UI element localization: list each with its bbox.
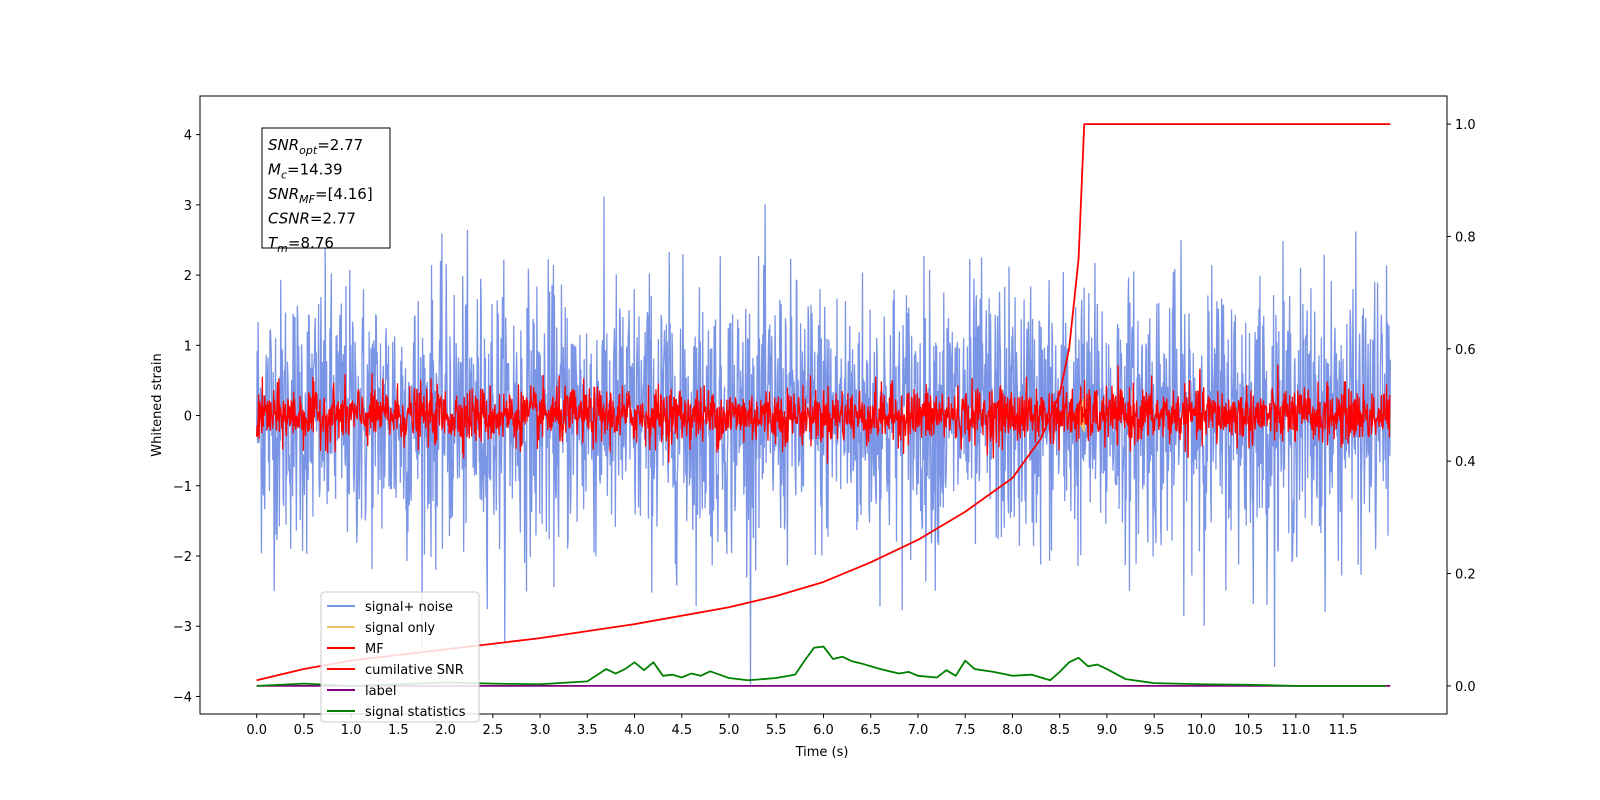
legend: signal+ noise signal only MF cumilative SNR… bbox=[320, 591, 480, 723]
x-tick-label: 11.5 bbox=[1329, 723, 1358, 738]
x-tick-label: 5.0 bbox=[719, 723, 740, 738]
info-symbol: SNR bbox=[268, 185, 299, 203]
x-tick-label: 6.5 bbox=[860, 723, 881, 738]
y-tick-label: −2 bbox=[173, 550, 192, 565]
info-symbol: CSNR bbox=[268, 210, 310, 228]
y-tick-label: −1 bbox=[173, 480, 192, 495]
legend-label: cumilative SNR bbox=[365, 663, 464, 678]
info-value: =2.77 bbox=[310, 210, 356, 228]
legend-frame bbox=[320, 591, 480, 723]
y-tick-label: 2 bbox=[184, 269, 192, 284]
x-tick-label: 7.5 bbox=[955, 723, 976, 738]
info-line: Tm=8.76 bbox=[268, 234, 334, 255]
info-value: =14.39 bbox=[287, 161, 343, 179]
y-tick-label: 3 bbox=[184, 199, 192, 214]
y2-tick-label: 1.0 bbox=[1455, 118, 1476, 133]
y2-tick-label: 0.4 bbox=[1455, 455, 1476, 470]
x-tick-label: 10.0 bbox=[1187, 723, 1216, 738]
legend-label: signal+ noise bbox=[365, 600, 453, 615]
info-box: SNRopt=2.77Mc=14.39SNRMF=[4.16]CSNR=2.77… bbox=[261, 127, 391, 255]
legend-label: MF bbox=[365, 642, 384, 657]
info-box-frame bbox=[261, 127, 391, 249]
info-subscript: opt bbox=[299, 144, 318, 157]
info-value: =[4.16] bbox=[315, 185, 373, 203]
info-subscript: c bbox=[281, 169, 287, 182]
y-axis-right: 1.0 0.8 0.6 0.4 0.2 0.0 bbox=[1447, 118, 1476, 695]
x-tick-label: 11.0 bbox=[1281, 723, 1310, 738]
info-value: =8.76 bbox=[288, 234, 334, 252]
legend-label: label bbox=[365, 684, 396, 699]
y2-tick-label: 0.6 bbox=[1455, 343, 1476, 358]
x-tick-label: 2.5 bbox=[483, 723, 504, 738]
info-line: SNRMF=[4.16] bbox=[268, 185, 373, 206]
x-tick-label: 1.5 bbox=[388, 723, 409, 738]
info-symbol: SNR bbox=[268, 136, 299, 154]
y-axis-left: 4 3 2 1 0 −1 −2 −3 −4 bbox=[173, 129, 200, 705]
y-tick-label: 0 bbox=[184, 410, 192, 425]
y-tick-label: −4 bbox=[173, 690, 192, 705]
info-line: Mc=14.39 bbox=[268, 161, 343, 182]
x-tick-label: 6.0 bbox=[813, 723, 834, 738]
x-tick-label: 9.5 bbox=[1144, 723, 1165, 738]
info-lines: SNRopt=2.77Mc=14.39SNRMF=[4.16]CSNR=2.77… bbox=[268, 136, 373, 255]
x-tick-label: 8.5 bbox=[1049, 723, 1070, 738]
info-line: SNRopt=2.77 bbox=[268, 136, 363, 157]
series-line-signal-statistics bbox=[256, 645, 1386, 687]
x-tick-label: 4.0 bbox=[624, 723, 645, 738]
x-tick-label: 2.0 bbox=[435, 723, 456, 738]
y-axis-label: Whitened strain bbox=[150, 353, 165, 456]
x-tick-label: 3.5 bbox=[577, 723, 598, 738]
x-tick-label: 9.0 bbox=[1097, 723, 1118, 738]
y2-tick-label: 0.0 bbox=[1455, 680, 1476, 695]
y2-tick-label: 0.8 bbox=[1455, 230, 1476, 245]
x-axis-label: Time (s) bbox=[795, 745, 849, 760]
legend-items: signal+ noise signal only MF cumilative SNR… bbox=[327, 600, 466, 720]
info-symbol: T bbox=[268, 234, 279, 252]
legend-label: signal statistics bbox=[365, 705, 466, 720]
info-line: CSNR=2.77 bbox=[268, 210, 356, 228]
series-line-mf bbox=[256, 364, 1391, 464]
x-tick-label: 0.5 bbox=[294, 723, 315, 738]
info-subscript: MF bbox=[299, 193, 315, 206]
legend-label: signal only bbox=[365, 621, 435, 636]
info-value: =2.77 bbox=[317, 136, 363, 154]
y-tick-label: 4 bbox=[184, 129, 192, 144]
x-tick-label: 0.0 bbox=[246, 723, 267, 738]
y2-tick-label: 0.2 bbox=[1455, 568, 1476, 583]
info-subscript: m bbox=[277, 242, 288, 255]
info-symbol: M bbox=[268, 161, 281, 179]
x-tick-label: 7.0 bbox=[908, 723, 929, 738]
x-tick-label: 5.5 bbox=[766, 723, 787, 738]
x-axis: 0.0 0.5 1.0 1.5 2.0 2.5 3.0 3.5 4.0 4.5 5.0 5.5 6.0 6… bbox=[246, 714, 1358, 738]
y-tick-label: −3 bbox=[173, 620, 192, 635]
x-tick-label: 10.5 bbox=[1234, 723, 1263, 738]
x-tick-label: 3.0 bbox=[530, 723, 551, 738]
x-tick-label: 1.0 bbox=[341, 723, 362, 738]
x-tick-label: 8.0 bbox=[1002, 723, 1023, 738]
x-tick-label: 4.5 bbox=[671, 723, 692, 738]
y-tick-label: 1 bbox=[184, 339, 192, 354]
